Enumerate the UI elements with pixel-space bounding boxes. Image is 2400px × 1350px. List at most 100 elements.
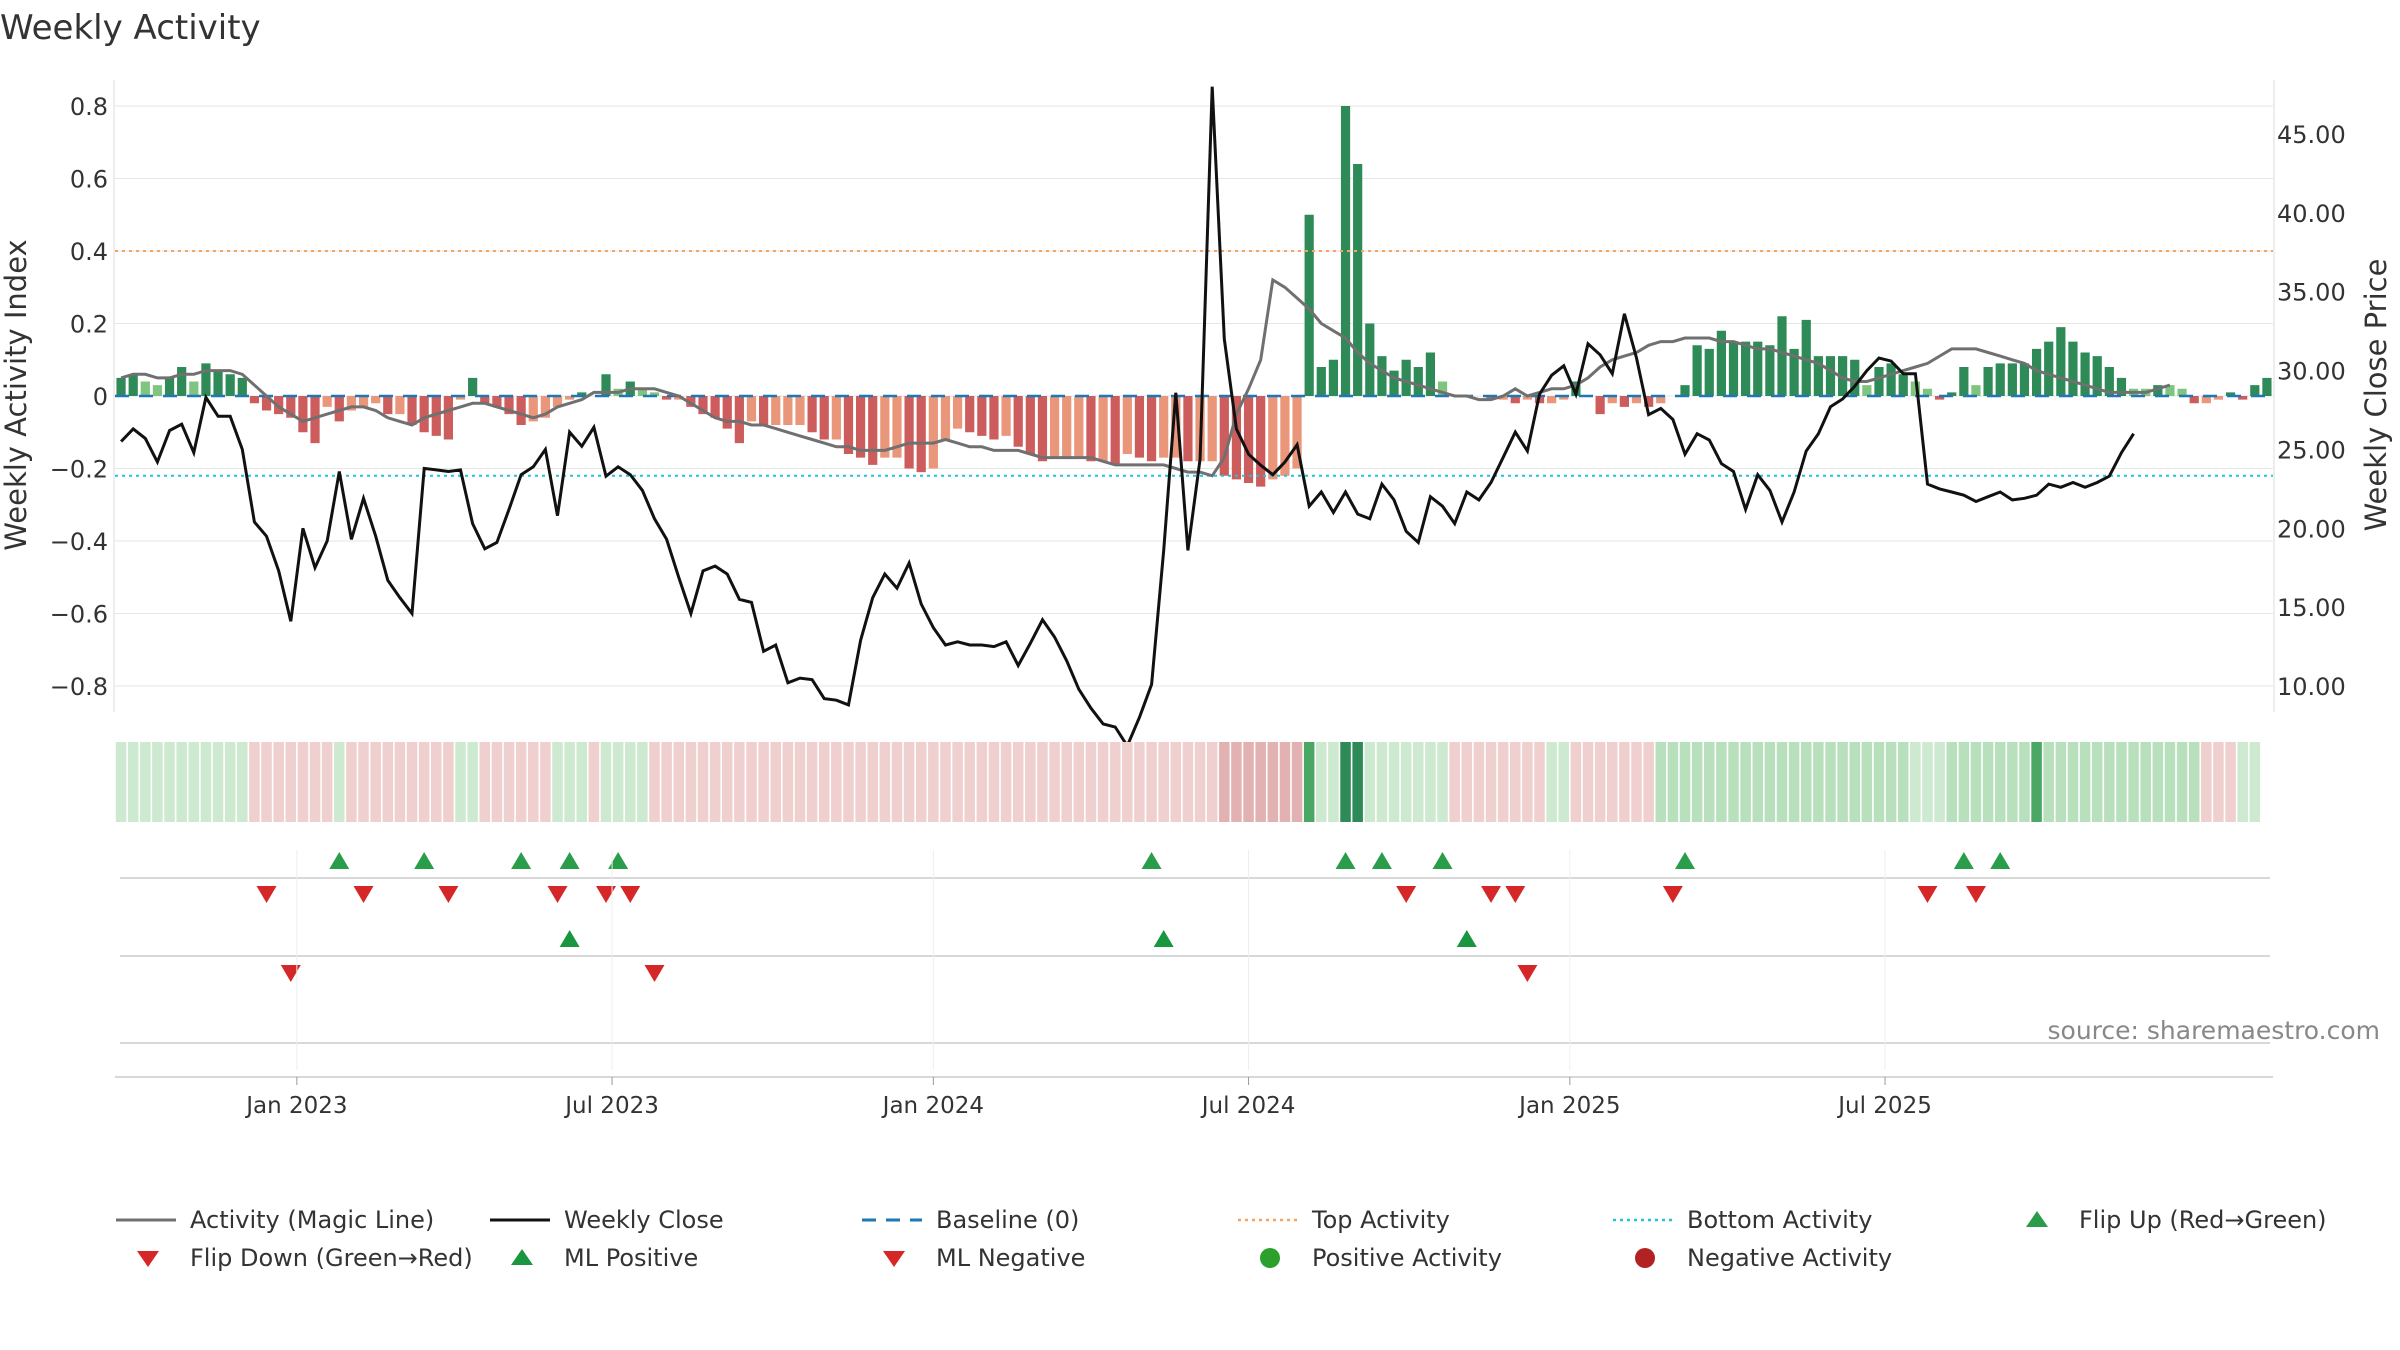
heat-strip-cell <box>661 742 672 822</box>
legend-symbol-icon <box>1613 1245 1677 1271</box>
heat-strip-cell <box>2213 742 2224 822</box>
activity-bar <box>1753 341 1763 397</box>
legend-symbol-icon <box>2005 1207 2069 1233</box>
heat-strip-cell <box>1170 742 1182 822</box>
activity-bar <box>504 396 514 415</box>
activity-bar <box>419 396 429 433</box>
heat-strip-cell <box>200 742 212 822</box>
legend-symbol-icon <box>1613 1207 1677 1233</box>
activity-bar <box>1013 396 1023 447</box>
ml-negative-marker <box>280 965 301 982</box>
activity-bar <box>492 396 502 407</box>
activity-bar <box>177 367 187 396</box>
heat-strip-cell <box>2188 742 2200 822</box>
activity-bar <box>1256 396 1266 487</box>
flip-down-marker <box>1965 886 1986 903</box>
activity-bar <box>201 363 211 397</box>
legend-item-top: Top Activity <box>1238 1206 1450 1234</box>
activity-bar <box>540 396 550 418</box>
heat-strip-cell <box>1994 742 2006 822</box>
activity-bar <box>2262 377 2272 397</box>
heat-strip-cell <box>1619 742 1630 822</box>
activity-bar <box>1716 330 1726 396</box>
heat-strip-cell <box>637 742 648 822</box>
legend-item-negact: Negative Activity <box>1613 1244 1892 1272</box>
signal-markers <box>120 852 2270 1044</box>
heat-strip-cell <box>2201 742 2212 822</box>
heat-strip-cell <box>1594 742 1606 822</box>
legend-label: Positive Activity <box>1312 1244 1502 1272</box>
heat-strip-cell <box>176 742 187 822</box>
ml-negative-marker <box>644 965 665 982</box>
heat-strip-cell <box>1643 742 1654 822</box>
legend-label: Weekly Close <box>564 1206 724 1234</box>
x-tick-label: Jul 2024 <box>1200 1093 1296 1119</box>
activity-bar <box>734 396 744 444</box>
right-tick-label: 35.00 <box>2277 279 2346 307</box>
activity-bar <box>904 396 914 469</box>
flip-down-marker <box>620 886 641 903</box>
activity-bar <box>1340 106 1351 396</box>
heat-strip-cell <box>406 742 418 822</box>
left-tick-label: −0.2 <box>50 456 108 484</box>
legend-symbol-icon <box>116 1207 180 1233</box>
heat-strip-cell <box>1631 742 1642 822</box>
activity-bar <box>1862 385 1872 397</box>
heat-strip-cell <box>2043 742 2054 822</box>
heat-strip-cell <box>346 742 357 822</box>
legend-label: Activity (Magic Line) <box>190 1206 435 1234</box>
activity-bar <box>2031 348 2042 397</box>
heat-strip-cell <box>321 742 333 822</box>
activity-bar <box>346 396 357 411</box>
left-tick-label: 0.2 <box>70 311 108 339</box>
activity-bar <box>1898 374 1908 396</box>
left-tick-label: −0.8 <box>50 673 108 701</box>
heat-strip-cell <box>1097 742 1109 822</box>
left-tick-label: 0 <box>93 383 108 411</box>
flip-up-marker <box>1335 852 1356 869</box>
legend-symbol-icon <box>1238 1245 1302 1271</box>
activity-bar <box>807 396 817 433</box>
heat-strip-cell <box>1849 742 1860 822</box>
heat-strip-cell <box>1473 742 1485 822</box>
heat-strip-cell <box>576 742 588 822</box>
activity-bar <box>1025 396 1035 454</box>
activity-bar <box>189 381 199 396</box>
heat-strip-cell <box>1582 742 1594 822</box>
heat-strip-cell <box>1655 742 1667 822</box>
activity-bar <box>1328 359 1339 396</box>
activity-bar <box>662 396 672 400</box>
heat-strip-cell <box>1740 742 1751 822</box>
heat-strip-cell <box>1085 742 1097 822</box>
activity-bar <box>1850 359 1860 396</box>
activity-bar <box>1280 396 1290 476</box>
activity-bar <box>225 374 235 396</box>
x-tick-label: Jul 2025 <box>1836 1093 1932 1119</box>
heat-strip-cell <box>1109 742 1121 822</box>
activity-bar <box>358 396 369 407</box>
left-tick-label: 0.4 <box>70 238 108 266</box>
heat-strip-cell <box>612 742 624 822</box>
heat-strip-cell <box>2116 742 2127 822</box>
activity-bar <box>1510 396 1520 404</box>
activity-bar <box>468 377 478 397</box>
legend-item-magic: Activity (Magic Line) <box>116 1206 434 1234</box>
activity-bar <box>843 396 854 454</box>
heat-strip-cell <box>988 742 1000 822</box>
activity-bar <box>164 377 175 397</box>
heat-strip-cell <box>237 742 248 822</box>
heat-strip-cell <box>624 742 636 822</box>
activity-bar <box>1825 356 1836 397</box>
activity-bar <box>880 396 890 458</box>
heat-strip-cell <box>382 742 394 822</box>
activity-bar <box>140 381 150 396</box>
activity-bar <box>686 396 696 407</box>
right-tick-label: 25.00 <box>2277 436 2346 464</box>
x-axis: Jan 2023 Jul 2023 Jan 2024 Jul 2024 Jan 2025… <box>115 850 2273 1119</box>
heat-strip-cell <box>2140 742 2151 822</box>
heat-strip-cell <box>152 742 163 822</box>
heat-strip-cell <box>697 742 709 822</box>
activity-bar <box>322 396 332 407</box>
heat-strip-cell <box>782 742 794 822</box>
